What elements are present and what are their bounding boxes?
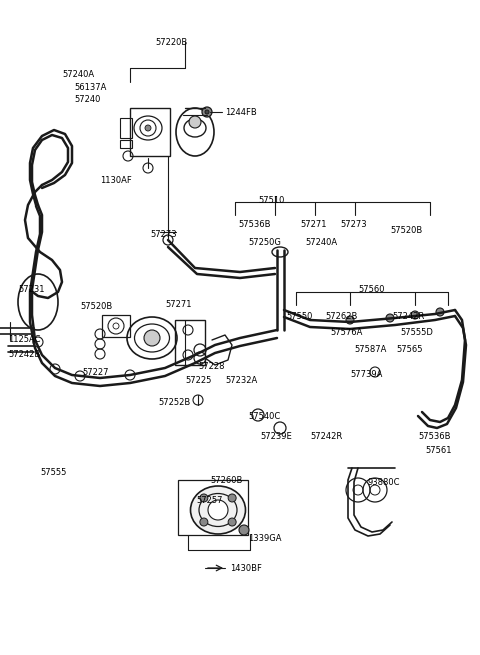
Text: 1244FB: 1244FB [225, 108, 257, 117]
Circle shape [189, 116, 201, 128]
Text: 1339GA: 1339GA [248, 534, 281, 543]
Text: 57550: 57550 [286, 312, 312, 321]
Text: 1130AF: 1130AF [100, 176, 132, 185]
Text: 57227: 57227 [82, 368, 108, 377]
Text: 57240A: 57240A [305, 238, 337, 247]
Text: 57239E: 57239E [260, 432, 292, 441]
Text: 57739A: 57739A [350, 370, 383, 379]
Text: 57273: 57273 [150, 230, 177, 239]
Text: 57540C: 57540C [248, 412, 280, 421]
Circle shape [208, 500, 228, 520]
Text: 57240: 57240 [74, 95, 100, 104]
Text: 57536B: 57536B [418, 432, 451, 441]
Text: 57232A: 57232A [225, 376, 257, 385]
Circle shape [228, 494, 236, 502]
Text: 57560: 57560 [358, 285, 384, 294]
Text: 57262B: 57262B [325, 312, 358, 321]
Text: 57520B: 57520B [80, 302, 112, 311]
Text: 1125AC: 1125AC [8, 335, 40, 344]
Circle shape [144, 330, 160, 346]
Text: 57260B: 57260B [210, 476, 242, 485]
Bar [130, 108, 170, 156]
Text: 57228: 57228 [198, 362, 225, 371]
Text: 57510: 57510 [258, 196, 284, 205]
Circle shape [228, 518, 236, 526]
Text: 57555D: 57555D [400, 328, 433, 337]
Text: 1430BF: 1430BF [230, 564, 262, 573]
Text: 57250G: 57250G [248, 238, 281, 247]
Text: 57576A: 57576A [330, 328, 362, 337]
Text: 57561: 57561 [425, 446, 452, 455]
Bar [102, 315, 130, 337]
Circle shape [205, 110, 209, 114]
Text: 57242R: 57242R [392, 312, 424, 321]
Text: 57242R: 57242R [310, 432, 342, 441]
Bar [120, 140, 132, 148]
Bar [175, 320, 205, 365]
Bar [120, 118, 132, 138]
Text: 57555: 57555 [40, 468, 66, 477]
Circle shape [411, 311, 419, 319]
Text: 57536B: 57536B [238, 220, 271, 229]
Circle shape [202, 107, 212, 117]
Text: 57565: 57565 [396, 345, 422, 354]
Text: 57587A: 57587A [354, 345, 386, 354]
Text: 93880C: 93880C [368, 478, 400, 487]
Text: 57271: 57271 [300, 220, 326, 229]
Circle shape [436, 308, 444, 316]
Text: 57242B: 57242B [8, 350, 40, 359]
Text: 57273: 57273 [340, 220, 367, 229]
Text: 57231: 57231 [18, 285, 45, 294]
Ellipse shape [191, 486, 245, 534]
Circle shape [239, 525, 249, 535]
Text: 56137A: 56137A [74, 83, 107, 92]
Text: 57220B: 57220B [155, 38, 187, 47]
Text: 57520B: 57520B [390, 226, 422, 235]
Circle shape [200, 494, 208, 502]
Text: 57225: 57225 [185, 376, 211, 385]
Text: 57240A: 57240A [62, 70, 94, 79]
Text: 57252B: 57252B [158, 398, 190, 407]
Circle shape [200, 518, 208, 526]
Bar [178, 480, 248, 535]
Circle shape [145, 125, 151, 131]
Text: 57257: 57257 [196, 496, 223, 505]
Text: 57271: 57271 [165, 300, 192, 309]
Circle shape [386, 314, 394, 322]
Circle shape [346, 316, 354, 324]
